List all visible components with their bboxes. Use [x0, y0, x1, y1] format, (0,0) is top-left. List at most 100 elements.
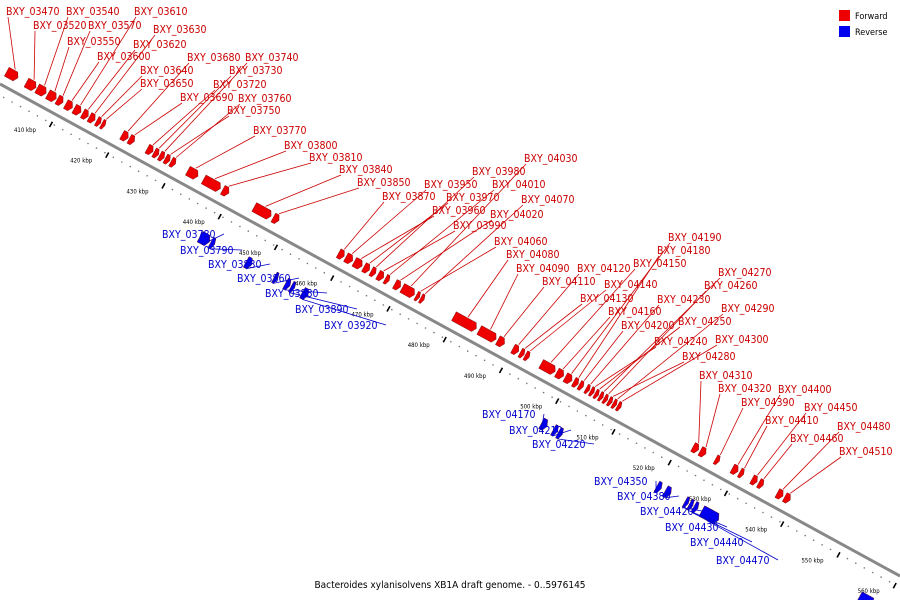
gene-label: BXY_03730: [229, 65, 282, 77]
scale-dot: [509, 373, 511, 375]
reverse-gene-arrow: [857, 591, 874, 600]
scale-dot: [601, 424, 604, 426]
forward-gene-arrow: [517, 347, 526, 359]
scale-dot: [871, 571, 874, 574]
gene-label: BXY_04400: [778, 384, 831, 396]
scale-dot: [95, 147, 98, 149]
gene-label: BXY_03870: [382, 191, 435, 203]
leader-line: [613, 361, 685, 397]
leader-line: [578, 255, 660, 378]
scale-dot: [306, 262, 309, 265]
gene-label: BXY_03990: [453, 220, 506, 232]
legend-reverse-label: Reverse: [855, 28, 888, 38]
scale-dot: [36, 115, 39, 117]
gene-label: BXY_04020: [490, 209, 543, 221]
scale-dot: [230, 221, 233, 223]
forward-gene-arrow: [476, 325, 497, 343]
reverse-gene-track: [196, 231, 874, 600]
forward-gene-arrow: [592, 388, 600, 400]
leader-line: [106, 88, 143, 120]
scale-dot: [863, 567, 866, 569]
leader-line: [127, 62, 190, 132]
leader-line: [7, 16, 16, 70]
scale-dot: [568, 405, 570, 408]
gene-label: BXY_04470: [716, 555, 769, 567]
scale-dot: [450, 341, 452, 343]
kbp-tick-label: 450 kbp: [239, 250, 262, 257]
gene-label: BXY_04240: [654, 336, 707, 348]
legend-forward-label: Forward: [855, 12, 888, 22]
scale-dot: [694, 474, 697, 477]
gene-label: BXY_04480: [837, 421, 890, 433]
scale-dot: [255, 235, 258, 237]
scale-dot: [289, 253, 292, 255]
scale-dot: [610, 428, 612, 431]
gene-label: BXY_04130: [580, 293, 633, 305]
gene-label: BXY_03970: [446, 192, 499, 204]
kbp-tick: [442, 336, 447, 343]
gene-label: BXY_04390: [741, 397, 794, 409]
leader-line: [44, 16, 69, 86]
leader-line: [541, 413, 545, 431]
scale-dot: [87, 142, 89, 145]
forward-gene-arrow: [782, 492, 791, 504]
leader-line: [228, 162, 312, 187]
forward-gene-arrow: [251, 202, 272, 220]
forward-gene-arrow: [220, 185, 230, 197]
kbp-tick: [780, 521, 785, 528]
kbp-tick-label: 410 kbp: [14, 127, 37, 134]
leader-line: [621, 344, 718, 402]
scale-dot: [213, 211, 216, 214]
scale-dot: [483, 359, 486, 362]
scale-dot: [188, 198, 191, 200]
scale-dot: [517, 377, 520, 380]
scale-dot: [180, 193, 182, 195]
reverse-gene-arrow: [243, 256, 253, 270]
gene-label: BXY_04160: [608, 306, 661, 318]
leader-line: [278, 187, 360, 215]
leader-line: [94, 34, 156, 114]
scale-dot: [855, 562, 857, 564]
kbp-tick: [161, 182, 166, 189]
kbp-tick-label: 460 kbp: [295, 281, 318, 288]
leader-line: [698, 380, 702, 444]
forward-gene-arrow: [361, 262, 370, 274]
forward-gene-arrow: [126, 134, 136, 146]
leader-line: [683, 507, 703, 512]
scale-dot: [745, 502, 747, 505]
scale-dot: [585, 414, 587, 417]
leader-line: [383, 230, 456, 272]
scale-dot: [441, 336, 444, 339]
forward-gene-arrow: [185, 166, 199, 180]
gene-label: BXY_03830: [208, 259, 261, 271]
gene-label: BXY_03650: [140, 78, 193, 90]
gene-label: BXY_04180: [657, 245, 710, 257]
leader-line: [763, 443, 793, 480]
gene-label: BXY_04260: [704, 280, 757, 292]
leader-line: [400, 219, 493, 281]
scale-dot: [340, 281, 342, 283]
forward-gene-arrow: [151, 147, 160, 159]
gene-label: BXY_03960: [432, 205, 485, 217]
leader-line: [164, 62, 248, 152]
gene-label: BXY_04280: [682, 351, 735, 363]
leader-line: [790, 456, 842, 494]
scale-dot: [348, 285, 351, 288]
gene-label: BXY_04350: [594, 476, 647, 488]
forward-gene-arrow: [54, 94, 64, 106]
scale-dot: [11, 101, 13, 103]
forward-gene-arrow: [554, 367, 564, 380]
gene-label: BXY_04150: [633, 258, 686, 270]
forward-gene-arrow: [45, 89, 57, 103]
kbp-tick-label: 530 kbp: [689, 496, 712, 503]
scale-dot: [829, 548, 832, 551]
forward-gene-arrow: [538, 359, 556, 375]
scale-dot: [154, 179, 157, 182]
forward-gene-arrow: [351, 257, 363, 270]
scale-dot: [171, 188, 174, 191]
kbp-tick-label: 490 kbp: [464, 373, 487, 380]
scale-dot: [137, 170, 140, 172]
forward-gene-arrow: [605, 396, 614, 407]
gene-label: BXY_03980: [472, 166, 525, 178]
forward-gene-arrow: [601, 393, 609, 405]
